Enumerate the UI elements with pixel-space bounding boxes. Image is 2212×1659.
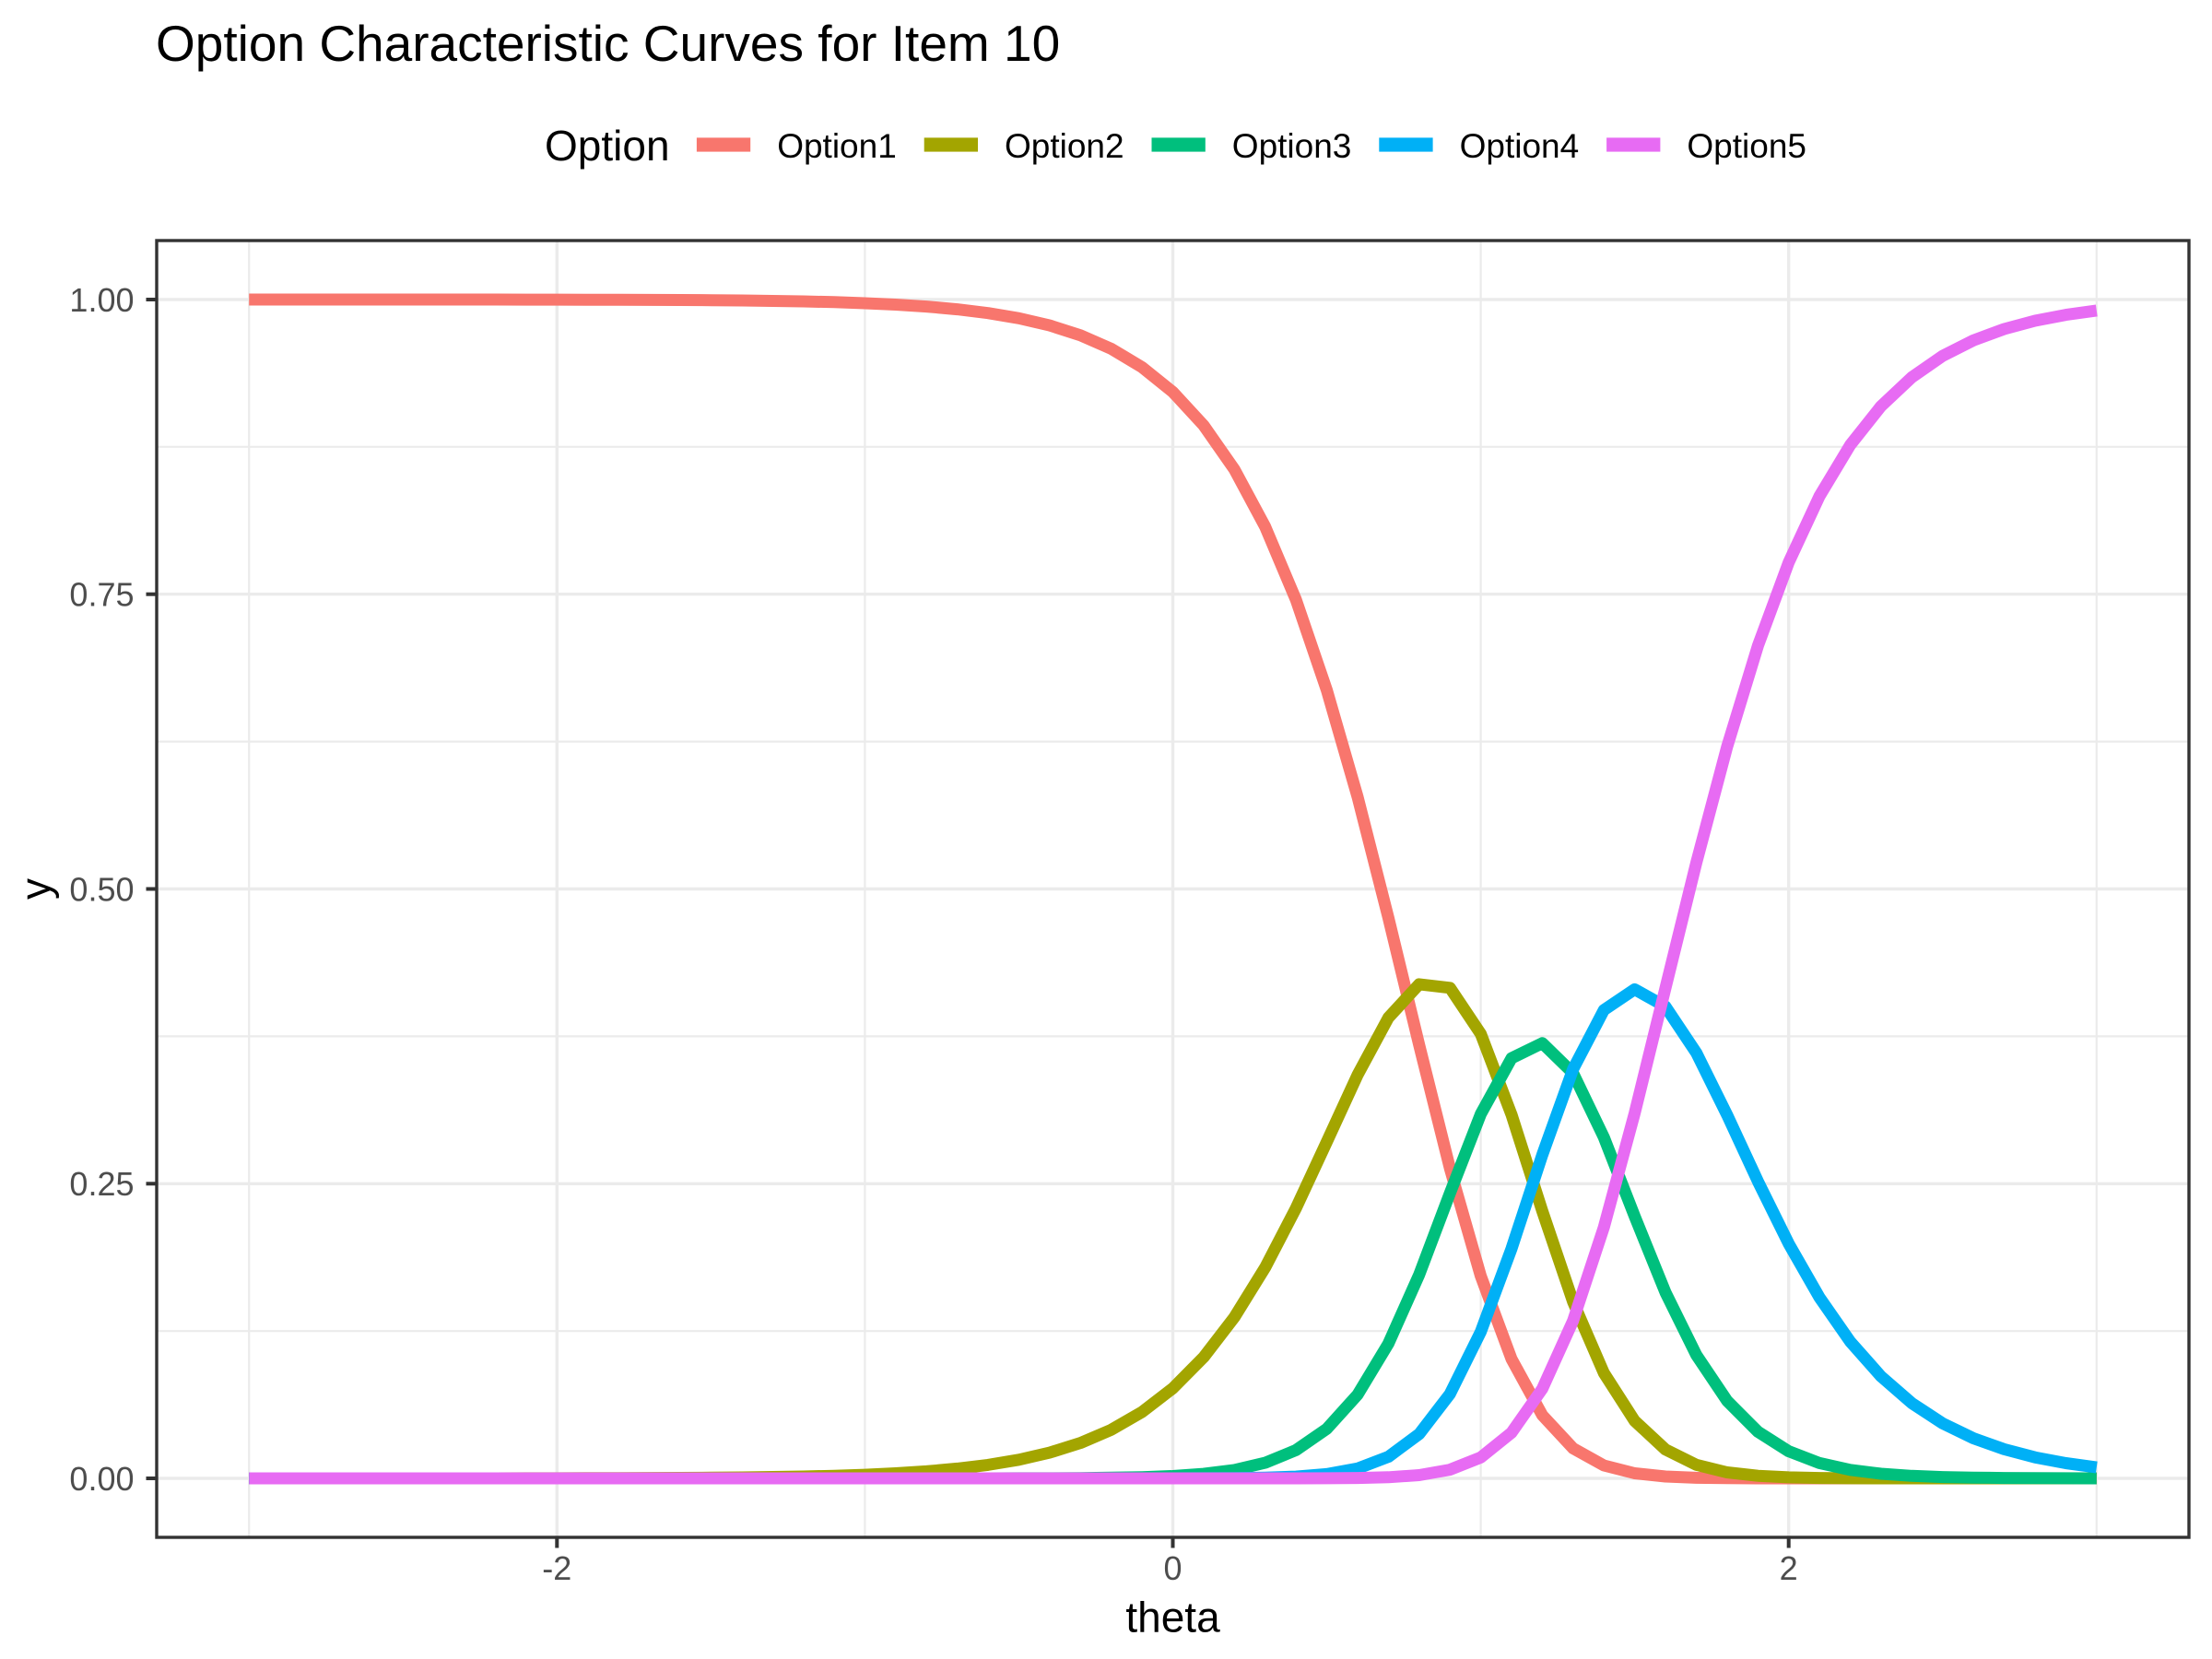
svg-text:theta: theta [1125, 1594, 1220, 1641]
svg-text:0.50: 0.50 [69, 870, 134, 908]
svg-text:0: 0 [1163, 1549, 1182, 1587]
svg-text:Option5: Option5 [1687, 127, 1806, 165]
svg-text:0.00: 0.00 [69, 1460, 134, 1498]
svg-text:Option2: Option2 [1005, 127, 1124, 165]
svg-text:0.75: 0.75 [69, 576, 134, 614]
svg-text:0.25: 0.25 [69, 1165, 134, 1203]
svg-text:1.00: 1.00 [69, 281, 134, 319]
svg-text:Option: Option [545, 122, 670, 170]
svg-text:y: y [12, 878, 60, 900]
svg-text:Option4: Option4 [1460, 127, 1580, 165]
svg-text:-2: -2 [542, 1549, 571, 1587]
svg-text:Option1: Option1 [777, 127, 897, 165]
svg-text:Option Characteristic Curves f: Option Characteristic Curves for Item 10 [156, 15, 1060, 72]
svg-text:2: 2 [1780, 1549, 1798, 1587]
svg-text:Option3: Option3 [1232, 127, 1352, 165]
